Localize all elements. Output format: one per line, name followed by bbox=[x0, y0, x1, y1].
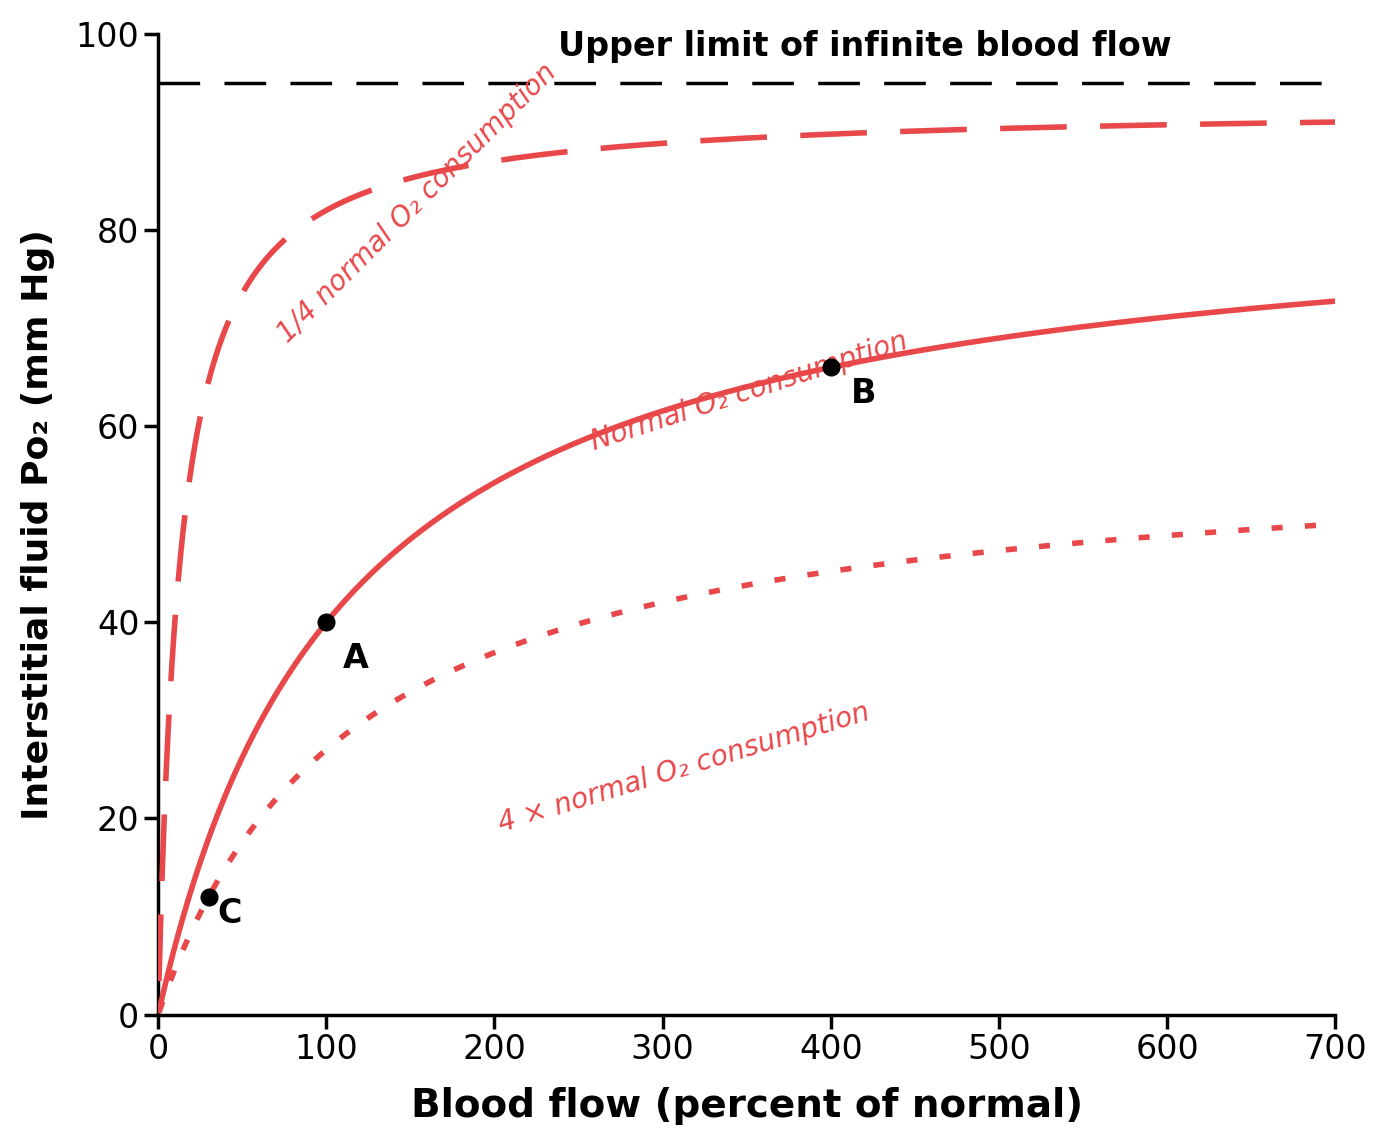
Text: Normal O₂ consumption: Normal O₂ consumption bbox=[587, 327, 911, 456]
Y-axis label: Interstitial fluid Po₂ (mm Hg): Interstitial fluid Po₂ (mm Hg) bbox=[21, 229, 56, 819]
Text: A: A bbox=[343, 642, 369, 675]
Text: B: B bbox=[851, 377, 876, 410]
Text: C: C bbox=[217, 897, 242, 929]
Text: 4 × normal O₂ consumption: 4 × normal O₂ consumption bbox=[494, 698, 873, 838]
Text: Upper limit of infinite blood flow: Upper limit of infinite blood flow bbox=[558, 30, 1171, 63]
X-axis label: Blood flow (percent of normal): Blood flow (percent of normal) bbox=[411, 1088, 1083, 1125]
Text: 1/4 normal O₂ consumption: 1/4 normal O₂ consumption bbox=[272, 57, 562, 347]
